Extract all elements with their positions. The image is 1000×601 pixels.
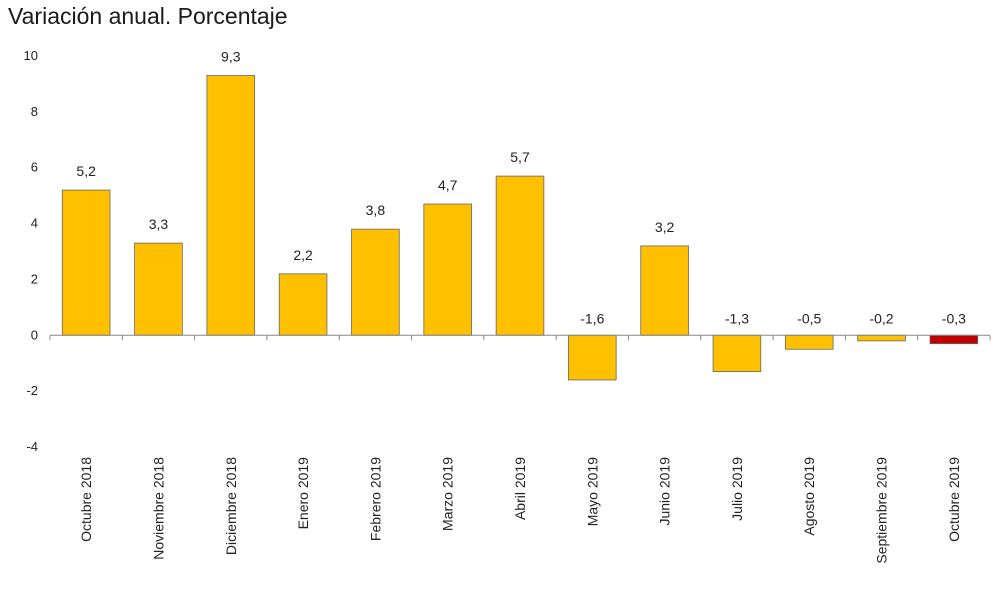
category-label: Noviembre 2018 (150, 457, 166, 560)
bar (857, 334, 906, 342)
y-axis: 10 8 6 4 2 0 -2 -4 (24, 48, 38, 454)
data-label: 3,3 (149, 216, 169, 232)
data-labels: 5,2 3,3 9,3 2,2 3,8 4,7 5,7 -1,6 3,2 -1,3 -0,5 -0,2… (76, 49, 966, 327)
category-label: Octubre 2019 (946, 457, 962, 542)
y-tick-label: 8 (31, 104, 38, 119)
bar (712, 334, 762, 372)
bar (206, 75, 256, 336)
data-label: -1,6 (580, 310, 604, 326)
data-label: -0,2 (869, 310, 893, 326)
chart-title: Variación anual. Porcentaje (8, 3, 288, 29)
category-label: Septiembre 2019 (874, 457, 890, 564)
category-label: Agosto 2019 (801, 457, 817, 536)
data-label: -1,3 (725, 310, 749, 326)
category-label: Mayo 2019 (584, 457, 600, 526)
bar (278, 273, 328, 336)
data-label: 4,7 (438, 177, 458, 193)
y-tick-label: 6 (31, 160, 38, 175)
y-tick-label: 0 (31, 327, 38, 342)
data-label: 2,2 (293, 247, 313, 263)
data-label: 9,3 (221, 49, 241, 65)
category-label: Enero 2019 (295, 457, 311, 530)
category-label: Marzo 2019 (440, 457, 456, 531)
y-tick-label: -2 (26, 383, 38, 398)
data-label: 3,8 (366, 202, 386, 218)
bar (929, 334, 979, 345)
category-label: Diciembre 2018 (223, 457, 239, 555)
category-label: Febrero 2019 (367, 457, 383, 541)
category-label: Abril 2019 (512, 457, 528, 520)
bar (351, 228, 400, 336)
bar (423, 203, 472, 336)
y-tick-label: 4 (31, 216, 38, 231)
data-label: -0,5 (797, 310, 821, 326)
bar (61, 189, 111, 336)
category-label: Junio 2019 (657, 457, 673, 526)
y-tick-label: 10 (24, 48, 38, 63)
bar (495, 175, 545, 336)
x-axis (49, 334, 991, 341)
bar (784, 334, 834, 350)
data-label: -0,3 (942, 310, 966, 326)
bar (568, 334, 617, 381)
bars (61, 75, 979, 381)
category-labels: Octubre 2018 Noviembre 2018 Diciembre 2018… (78, 457, 962, 564)
bar (640, 245, 689, 336)
data-label: 5,2 (76, 163, 96, 179)
data-label: 3,2 (655, 219, 675, 235)
data-label: 5,7 (510, 149, 530, 165)
y-tick-label: -4 (26, 439, 38, 454)
y-tick-label: 2 (31, 271, 38, 286)
category-label: Julio 2019 (729, 457, 745, 521)
category-label: Octubre 2018 (78, 457, 94, 542)
bar (134, 242, 183, 336)
